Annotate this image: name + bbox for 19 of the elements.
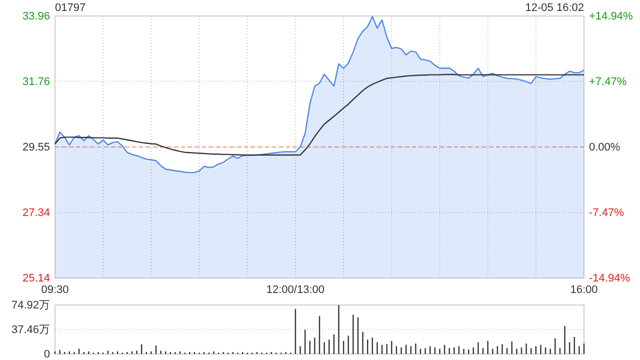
y-tick-label: 31.76 [22, 76, 50, 88]
y-tick-label: 29.55 [22, 142, 50, 154]
y2-tick-label: 0.00% [589, 142, 620, 154]
y2-tick-label: +7.47% [589, 76, 627, 88]
y-tick-label: 27.34 [22, 207, 50, 220]
x-tick-label: 09:30 [41, 284, 69, 296]
y2-tick-label: +14.94% [589, 10, 633, 23]
y-tick-label: 37.46万 [11, 324, 50, 336]
chart-title: 01797 [55, 2, 86, 14]
line-series [54, 74, 585, 156]
x-tick-label: 12:00/13:00 [266, 284, 325, 296]
y-tick-label: 74.92万 [11, 300, 50, 312]
y2-tick-label: -7.47% [589, 207, 624, 220]
y2-tick-label: -14.94% [589, 272, 630, 285]
y-tick-label: 33.96 [22, 10, 50, 23]
y-tick-label: 25.14 [22, 272, 50, 285]
y-tick-label: 0 [44, 348, 50, 360]
x-tick-label: 16:00 [570, 284, 598, 296]
chart-subtitle: 12-05 16:02 [525, 2, 584, 14]
